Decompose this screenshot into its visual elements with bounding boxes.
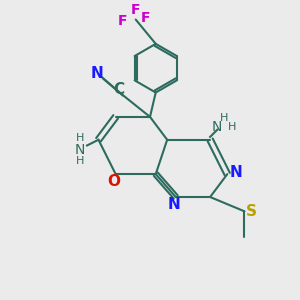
Text: H: H bbox=[227, 122, 236, 132]
Text: H: H bbox=[76, 133, 84, 143]
Text: S: S bbox=[246, 204, 257, 219]
Text: C: C bbox=[113, 82, 124, 97]
Text: N: N bbox=[75, 143, 85, 157]
Text: N: N bbox=[230, 165, 242, 180]
Text: F: F bbox=[118, 14, 128, 28]
Text: N: N bbox=[168, 197, 181, 212]
Text: H: H bbox=[220, 113, 229, 123]
Text: O: O bbox=[108, 174, 121, 189]
Text: F: F bbox=[141, 11, 151, 25]
Text: N: N bbox=[91, 66, 103, 81]
Text: H: H bbox=[76, 156, 84, 166]
Text: N: N bbox=[212, 120, 223, 134]
Text: F: F bbox=[131, 2, 140, 16]
